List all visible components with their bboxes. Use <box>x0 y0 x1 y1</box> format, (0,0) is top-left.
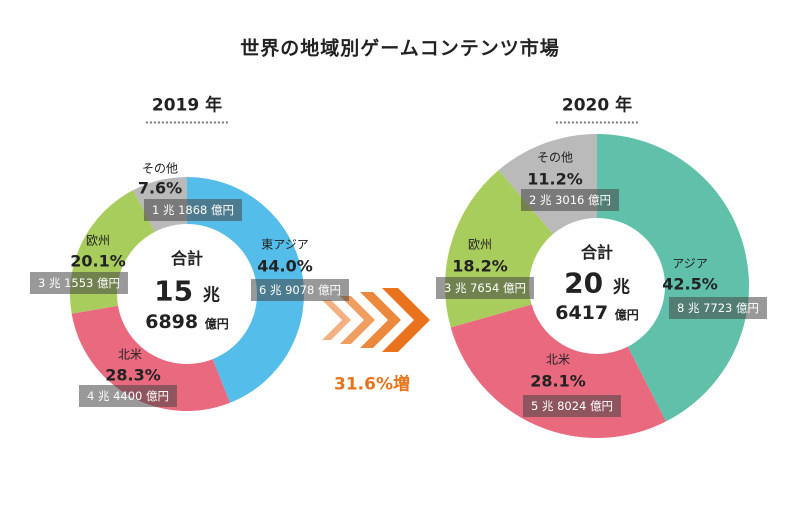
year-2019-title: 2019 年 <box>145 91 229 124</box>
amount-2019-europe: 3 兆 1553 億円 <box>29 272 129 294</box>
total-2019-oku: 6898 億円 <box>145 311 229 333</box>
total-2019-oku-unit: 億円 <box>204 317 229 331</box>
pct-2019-north-america: 28.3% <box>105 365 161 385</box>
growth-arrow-icon <box>322 288 430 352</box>
pct-2019-other: 7.6% <box>137 178 183 198</box>
pct-2020-north-america: 28.1% <box>530 371 586 391</box>
total-2019-cho-value: 15 <box>154 274 194 308</box>
growth-label: 31.6%増 <box>334 374 410 395</box>
label-2020-europe: 欧州 <box>467 237 493 252</box>
label-2020-other: その他 <box>536 150 574 165</box>
total-2019-cho: 15 兆 <box>154 275 220 308</box>
pct-2020-other: 11.2% <box>527 169 583 189</box>
total-2020-oku: 6417 億円 <box>555 302 639 324</box>
amount-2020-asia: 8 兆 7723 億円 <box>668 297 768 319</box>
total-2020-oku-value: 6417 <box>555 302 609 324</box>
label-2019-asia: 東アジア <box>261 237 309 252</box>
total-2020-cho-unit: 兆 <box>612 277 630 298</box>
label-2019-europe: 欧州 <box>85 233 111 248</box>
year-2020-title: 2020 年 <box>555 91 639 124</box>
amount-2020-north-america: 5 兆 8024 億円 <box>522 395 622 417</box>
pct-2019-europe: 20.1% <box>70 251 126 271</box>
amount-2020-europe: 3 兆 7654 億円 <box>435 277 535 299</box>
label-2020-asia: アジア <box>672 256 708 271</box>
chevron-icon <box>340 296 375 344</box>
amount-2019-asia: 6 兆 9078 億円 <box>250 279 350 301</box>
amount-2019-north-america: 4 兆 4400 億円 <box>78 385 178 407</box>
chevron-icon <box>322 300 351 340</box>
total-2020-cho-value: 20 <box>564 266 604 300</box>
total-2019-oku-value: 6898 <box>145 311 199 333</box>
chart-title: 世界の地域別ゲームコンテンツ市場 <box>240 37 560 60</box>
chevron-icon <box>360 292 401 348</box>
total-2020-cho: 20 兆 <box>564 267 630 300</box>
amount-2019-other: 1 兆 1868 億円 <box>143 199 243 221</box>
pct-2020-asia: 42.5% <box>662 274 718 294</box>
chevron-icon <box>382 288 430 352</box>
amount-2020-other: 2 兆 3016 億円 <box>520 189 620 211</box>
total-2019-label: 合計 <box>170 249 204 268</box>
pct-2019-asia: 44.0% <box>257 256 313 276</box>
slice-2019-north-america <box>71 305 231 411</box>
label-2019-north-america: 北米 <box>117 347 143 362</box>
total-2020-label: 合計 <box>580 243 614 262</box>
slice-2020-asia <box>597 134 749 422</box>
label-2020-north-america: 北米 <box>545 352 571 367</box>
total-2019-cho-unit: 兆 <box>202 285 220 306</box>
pct-2020-europe: 18.2% <box>452 256 508 276</box>
label-2019-other: その他 <box>141 161 179 176</box>
slice-2019-asia <box>187 177 305 403</box>
total-2020-oku-unit: 億円 <box>614 308 639 322</box>
